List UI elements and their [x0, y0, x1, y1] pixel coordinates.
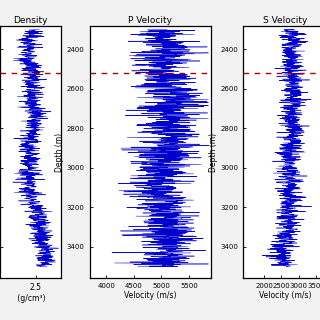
X-axis label: Velocity (m/s): Velocity (m/s)	[259, 291, 311, 300]
Title: P Velocity: P Velocity	[128, 16, 172, 25]
Title: S Velocity: S Velocity	[263, 16, 307, 25]
X-axis label:  (g/cm³): (g/cm³)	[15, 294, 46, 303]
Y-axis label: Depth (m): Depth (m)	[55, 132, 64, 172]
Title: Density: Density	[13, 16, 48, 25]
X-axis label: Velocity (m/s): Velocity (m/s)	[124, 291, 177, 300]
Y-axis label: Depth (m): Depth (m)	[209, 132, 218, 172]
